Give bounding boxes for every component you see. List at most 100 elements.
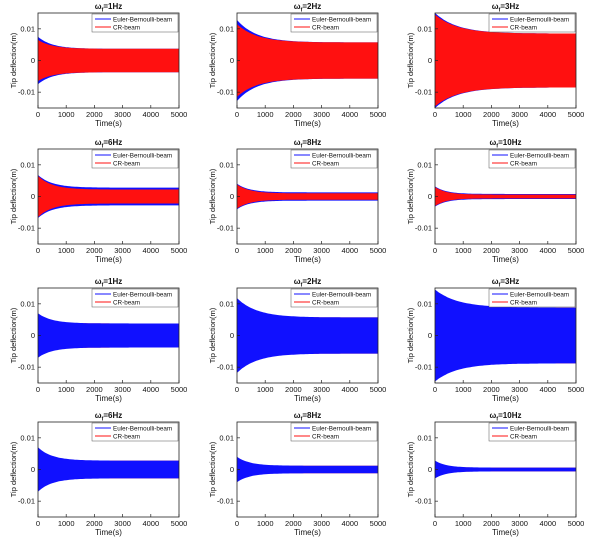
y-tick-label: 0.01 bbox=[20, 24, 35, 33]
x-tick-label: 2000 bbox=[483, 385, 500, 394]
subplot-8: 0 1000 2000 3000 4000 5000 -0.01 0 0.01 Time(s) Ti… bbox=[208, 277, 386, 403]
y-tick-label: -0.01 bbox=[415, 497, 432, 506]
cr-beam-series bbox=[237, 184, 378, 209]
x-tick-label: 1000 bbox=[58, 246, 75, 255]
y-tick-label: 0 bbox=[428, 331, 432, 340]
legend-label-euler: Euler-Bernoulli-beam bbox=[510, 425, 569, 432]
y-tick-label: 0 bbox=[428, 465, 432, 474]
subplot-2: 0 1000 2000 3000 4000 5000 -0.01 0 0.01 Time(s) Ti… bbox=[208, 2, 386, 128]
subplot-5: 0 1000 2000 3000 4000 5000 -0.01 0 0.01 Time(s) Ti… bbox=[208, 138, 386, 264]
x-tick-label: 2000 bbox=[285, 519, 302, 528]
legend-label-cr: CR-beam bbox=[312, 160, 339, 167]
x-tick-label: 2000 bbox=[285, 385, 302, 394]
x-tick-label: 3000 bbox=[114, 246, 131, 255]
y-axis-label: Tip deflection(m) bbox=[406, 441, 415, 497]
legend-label-cr: CR-beam bbox=[113, 24, 140, 31]
y-tick-label: -0.01 bbox=[18, 224, 35, 233]
legend-box bbox=[488, 288, 576, 308]
cr-beam-series bbox=[435, 187, 576, 206]
x-axis-label: Time(s) bbox=[95, 255, 122, 264]
x-tick-label: 0 bbox=[36, 385, 40, 394]
x-tick-label: 3000 bbox=[313, 110, 330, 119]
y-axis-label: Tip deflection(m) bbox=[9, 441, 18, 497]
euler-bernoulli-series bbox=[435, 289, 576, 382]
y-axis-label: Tip deflection(m) bbox=[406, 168, 415, 224]
y-tick-label: -0.01 bbox=[217, 224, 234, 233]
x-tick-label: 3000 bbox=[511, 110, 528, 119]
signal-group bbox=[237, 183, 378, 210]
x-tick-label: 1000 bbox=[257, 110, 274, 119]
y-tick-label: 0 bbox=[428, 192, 432, 201]
subplot-title: ωf=6Hz bbox=[95, 138, 123, 150]
x-tick-label: 1000 bbox=[58, 110, 75, 119]
y-tick-label: 0 bbox=[230, 56, 234, 65]
y-tick-label: 0.01 bbox=[20, 160, 35, 169]
cr-beam-series bbox=[38, 39, 179, 82]
x-tick-label: 3000 bbox=[313, 246, 330, 255]
x-tick-label: 4000 bbox=[539, 519, 556, 528]
x-axis-label: Time(s) bbox=[492, 394, 519, 403]
x-tick-label: 5000 bbox=[568, 385, 585, 394]
subplot-title: ωf=1Hz bbox=[95, 277, 123, 289]
x-tick-label: 5000 bbox=[568, 110, 585, 119]
legend-box bbox=[290, 149, 378, 169]
x-tick-label: 5000 bbox=[171, 110, 188, 119]
subplot-title: ωf=2Hz bbox=[294, 2, 322, 14]
y-tick-label: 0.01 bbox=[219, 433, 234, 442]
legend-box bbox=[290, 422, 378, 442]
x-tick-label: 5000 bbox=[568, 519, 585, 528]
x-tick-label: 0 bbox=[433, 246, 437, 255]
y-tick-label: 0.01 bbox=[417, 160, 432, 169]
x-tick-label: 3000 bbox=[114, 110, 131, 119]
x-tick-label: 0 bbox=[36, 110, 40, 119]
euler-bernoulli-series bbox=[237, 456, 378, 483]
cr-beam-series bbox=[237, 24, 378, 97]
x-tick-label: 0 bbox=[36, 246, 40, 255]
x-tick-label: 0 bbox=[235, 110, 239, 119]
subplot-7: 0 1000 2000 3000 4000 5000 -0.01 0 0.01 Time(s) Ti… bbox=[9, 277, 187, 403]
x-tick-label: 4000 bbox=[142, 385, 159, 394]
x-tick-label: 4000 bbox=[142, 110, 159, 119]
legend-label-cr: CR-beam bbox=[113, 299, 140, 306]
y-tick-label: 0 bbox=[31, 192, 35, 201]
legend-label-cr: CR-beam bbox=[510, 299, 537, 306]
signal-group bbox=[38, 36, 179, 85]
x-tick-label: 2000 bbox=[86, 519, 103, 528]
y-tick-label: 0 bbox=[31, 56, 35, 65]
y-axis-label: Tip deflection(m) bbox=[9, 168, 18, 224]
signal-group bbox=[38, 447, 179, 492]
cr-beam-series bbox=[38, 175, 179, 218]
x-tick-label: 1000 bbox=[58, 519, 75, 528]
subplot-6: 0 1000 2000 3000 4000 5000 -0.01 0 0.01 Time(s) Ti… bbox=[406, 138, 584, 264]
x-tick-label: 1000 bbox=[455, 246, 472, 255]
x-tick-label: 5000 bbox=[370, 110, 387, 119]
x-tick-label: 0 bbox=[235, 385, 239, 394]
legend-label-euler: Euler-Bernoulli-beam bbox=[510, 152, 569, 159]
x-tick-label: 1000 bbox=[455, 110, 472, 119]
x-tick-label: 1000 bbox=[257, 385, 274, 394]
x-tick-label: 3000 bbox=[313, 385, 330, 394]
signal-group bbox=[237, 298, 378, 373]
signal-group bbox=[237, 456, 378, 483]
y-tick-label: 0.01 bbox=[20, 433, 35, 442]
x-tick-label: 3000 bbox=[114, 385, 131, 394]
legend-label-euler: Euler-Bernoulli-beam bbox=[113, 425, 172, 432]
y-tick-label: -0.01 bbox=[415, 363, 432, 372]
legend-box bbox=[290, 13, 378, 33]
x-axis-label: Time(s) bbox=[294, 394, 321, 403]
y-tick-label: -0.01 bbox=[415, 224, 432, 233]
y-tick-label: 0 bbox=[31, 465, 35, 474]
subplot-10: 0 1000 2000 3000 4000 5000 -0.01 0 0.01 Time(s) Ti… bbox=[9, 411, 187, 537]
y-tick-label: -0.01 bbox=[217, 363, 234, 372]
legend-label-euler: Euler-Bernoulli-beam bbox=[312, 291, 371, 298]
x-tick-label: 3000 bbox=[511, 385, 528, 394]
x-tick-label: 2000 bbox=[86, 246, 103, 255]
x-tick-label: 5000 bbox=[370, 246, 387, 255]
x-tick-label: 4000 bbox=[341, 110, 358, 119]
